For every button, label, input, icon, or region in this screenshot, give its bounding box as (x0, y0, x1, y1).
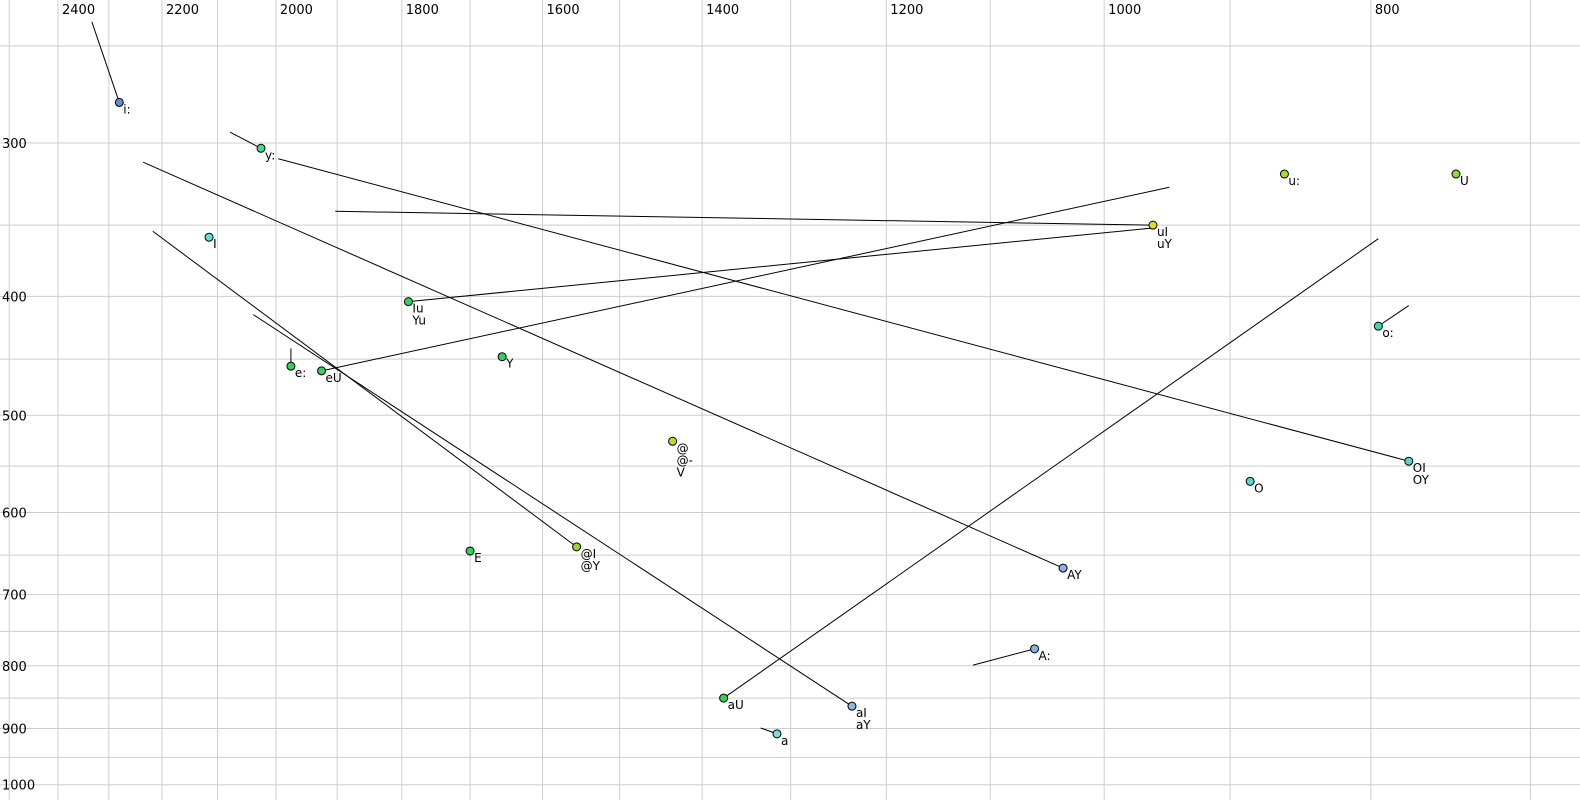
trajectory-line-i: (91, 21, 120, 103)
trajectory-line-@I (152, 230, 577, 548)
vowel-point-e: (286, 361, 296, 371)
vowel-point-u: (1279, 169, 1289, 179)
vowel-label-V: V (677, 465, 686, 479)
vowel-point-I (204, 232, 214, 242)
x-tick-label-1200: 1200 (890, 3, 923, 18)
vowel-label-U: U (1460, 174, 1469, 188)
trajectory-line-aI (253, 314, 853, 707)
trajectory-line-Iu (408, 227, 1151, 303)
vowel-point-AY (1058, 563, 1068, 573)
vowel-point-a (772, 729, 782, 739)
y-tick-label-600: 600 (2, 506, 27, 521)
vowel-label-a: a (781, 734, 788, 748)
trajectory-line-OI (278, 158, 1409, 462)
trajectory-line-eU (321, 186, 1170, 372)
trajectory-line-y: (229, 131, 262, 149)
vowel-point-i: (114, 97, 124, 107)
vowel-point-O (1245, 476, 1255, 486)
trajectory-line-o: (1378, 305, 1410, 327)
vowel-point-@ (668, 436, 678, 446)
trajectory-line-A: (972, 648, 1035, 666)
vowel-label-Iu: Iu (412, 302, 423, 316)
vowel-point-aU (719, 693, 729, 703)
vowel-label-Y: Y (505, 357, 514, 371)
vowel-label-e:: e: (295, 366, 306, 380)
vowel-label-uI: uI (1157, 225, 1168, 239)
trajectory-line-aU (723, 238, 1379, 699)
vowel-label-OI: OI (1413, 461, 1426, 475)
x-tick-label-1400: 1400 (706, 3, 739, 18)
vowel-label-OY: OY (1413, 473, 1430, 487)
vowel-point-U (1451, 169, 1461, 179)
vowel-point-OI (1404, 456, 1414, 466)
vowel-label-i:: i: (123, 102, 130, 116)
vowel-label-I: I (213, 237, 217, 251)
x-tick-label-1000: 1000 (1108, 3, 1141, 18)
x-tick-label-2400: 2400 (62, 3, 95, 18)
vowel-label-y:: y: (265, 148, 275, 162)
vowel-label-eU: eU (326, 371, 342, 385)
vowel-label-aU: aU (728, 698, 744, 712)
vowel-point-y: (256, 143, 266, 153)
vowel-label-@: @ (677, 441, 689, 455)
vowel-label-O: O (1254, 481, 1263, 495)
vowel-label-aY: aY (856, 718, 871, 732)
vowel-point-Y (497, 352, 507, 362)
vowel-label-u:: u: (1288, 174, 1300, 188)
vowel-label-E: E (474, 551, 482, 565)
trajectory-line-uI (335, 210, 1153, 226)
vowel-label-aI: aI (856, 706, 867, 720)
vowel-point-o: (1373, 321, 1383, 331)
x-tick-label-1600: 1600 (547, 3, 580, 18)
vowel-label-A:: A: (1039, 649, 1051, 663)
y-tick-label-1000: 1000 (2, 779, 35, 794)
vowel-point-Iu (403, 297, 413, 307)
vowel-point-aI (847, 701, 857, 711)
vowel-point-@I (572, 542, 582, 552)
trajectory-line-AY (142, 161, 1064, 569)
vowel-point-A: (1030, 644, 1040, 654)
vowel-label-@Y: @Y (581, 559, 601, 573)
vowel-label-@I: @I (581, 547, 597, 561)
y-tick-label-300: 300 (2, 137, 27, 152)
vowel-label-@-: @- (677, 453, 693, 467)
y-tick-label-900: 900 (2, 723, 27, 738)
vowel-point-uI (1148, 220, 1158, 230)
y-tick-label-500: 500 (2, 409, 27, 424)
vowel-label-Yu: Yu (411, 314, 426, 328)
x-tick-label-800: 800 (1375, 3, 1400, 18)
vowel-point-E (465, 546, 475, 556)
vowel-label-uY: uY (1157, 237, 1173, 251)
y-tick-label-700: 700 (2, 589, 27, 604)
x-tick-label-1800: 1800 (406, 3, 439, 18)
vowel-point-eU (317, 366, 327, 376)
x-tick-label-2000: 2000 (280, 3, 313, 18)
y-tick-label-800: 800 (2, 660, 27, 675)
y-tick-label-400: 400 (2, 290, 27, 305)
vowel-label-AY: AY (1067, 568, 1082, 582)
vowel-label-o:: o: (1382, 326, 1393, 340)
x-tick-label-2200: 2200 (166, 3, 199, 18)
